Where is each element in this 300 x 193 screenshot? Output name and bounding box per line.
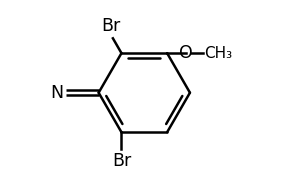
Text: CH₃: CH₃	[204, 46, 232, 61]
Text: N: N	[50, 84, 63, 102]
Text: Br: Br	[112, 152, 131, 170]
Text: O: O	[179, 44, 193, 62]
Text: Br: Br	[101, 18, 121, 36]
